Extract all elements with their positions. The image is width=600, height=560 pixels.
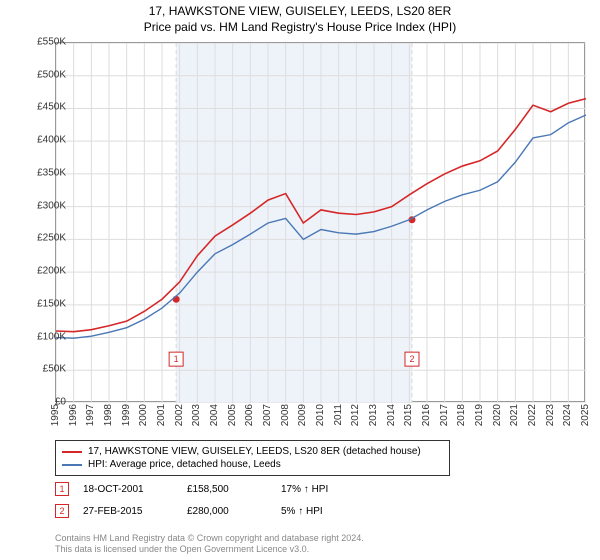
chart-svg: 12 — [56, 43, 586, 403]
legend-swatch-hpi — [62, 464, 82, 466]
chart-plot-area: 12 — [55, 42, 585, 402]
sale-delta-1: 17% ↑ HPI — [281, 484, 328, 495]
legend-row-property: 17, HAWKSTONE VIEW, GUISELEY, LEEDS, LS2… — [62, 445, 443, 458]
chart-container: 17, HAWKSTONE VIEW, GUISELEY, LEEDS, LS2… — [0, 0, 600, 560]
sale-date-1: 18-OCT-2001 — [83, 484, 173, 495]
chart-subtitle: Price paid vs. HM Land Registry's House … — [0, 18, 600, 40]
svg-text:1: 1 — [174, 354, 179, 364]
sale-date-2: 27-FEB-2015 — [83, 506, 173, 517]
legend-row-hpi: HPI: Average price, detached house, Leed… — [62, 458, 443, 471]
svg-text:2: 2 — [409, 354, 414, 364]
chart-title: 17, HAWKSTONE VIEW, GUISELEY, LEEDS, LS2… — [0, 0, 600, 18]
sale-row-2: 2 27-FEB-2015 £280,000 5% ↑ HPI — [55, 504, 323, 518]
attribution-line-2: This data is licensed under the Open Gov… — [55, 544, 364, 556]
legend-label-property: 17, HAWKSTONE VIEW, GUISELEY, LEEDS, LS2… — [88, 446, 421, 457]
sale-marker-2: 2 — [55, 504, 69, 518]
legend-label-hpi: HPI: Average price, detached house, Leed… — [88, 459, 281, 470]
sale-delta-2: 5% ↑ HPI — [281, 506, 323, 517]
sale-price-1: £158,500 — [187, 484, 267, 495]
sale-price-2: £280,000 — [187, 506, 267, 517]
sale-marker-1: 1 — [55, 482, 69, 496]
legend: 17, HAWKSTONE VIEW, GUISELEY, LEEDS, LS2… — [55, 440, 450, 476]
legend-swatch-property — [62, 451, 82, 453]
attribution: Contains HM Land Registry data © Crown c… — [55, 533, 364, 556]
attribution-line-1: Contains HM Land Registry data © Crown c… — [55, 533, 364, 545]
sale-row-1: 1 18-OCT-2001 £158,500 17% ↑ HPI — [55, 482, 328, 496]
